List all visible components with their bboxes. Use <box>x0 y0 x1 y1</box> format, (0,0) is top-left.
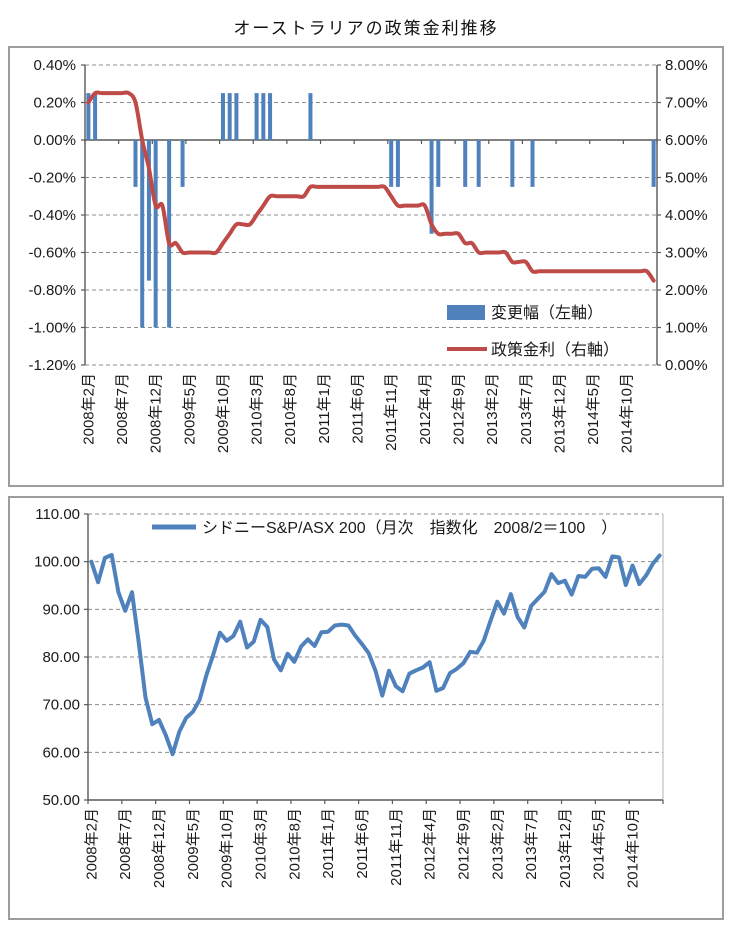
svg-text:2011年6月: 2011年6月 <box>354 808 371 879</box>
svg-text:2014年5月: 2014年5月 <box>585 373 602 445</box>
svg-text:2009年10月: 2009年10月 <box>219 808 236 888</box>
svg-text:2013年2月: 2013年2月 <box>484 373 501 445</box>
svg-text:2014年10月: 2014年10月 <box>619 373 636 453</box>
svg-text:2009年5月: 2009年5月 <box>185 808 202 880</box>
svg-text:2010年8月: 2010年8月 <box>282 373 299 445</box>
svg-text:8.00%: 8.00% <box>665 57 708 74</box>
svg-text:2012年4月: 2012年4月 <box>422 808 439 880</box>
svg-text:政策金利（右軸）: 政策金利（右軸） <box>491 341 619 359</box>
svg-text:5.00%: 5.00% <box>665 170 708 187</box>
svg-text:2009年10月: 2009年10月 <box>215 373 232 453</box>
svg-text:-1.00%: -1.00% <box>28 320 76 337</box>
policy-rate-chart: 0.40% 0.20% 0.00% -0.20% -0.40% -0.60% -0.80% -… <box>8 46 724 487</box>
svg-text:-0.20%: -0.20% <box>28 170 76 187</box>
svg-text:2010年3月: 2010年3月 <box>249 373 266 445</box>
svg-text:90.00: 90.00 <box>42 601 80 618</box>
svg-text:2012年4月: 2012年4月 <box>417 373 434 445</box>
svg-text:0.40%: 0.40% <box>33 57 76 74</box>
svg-text:2010年3月: 2010年3月 <box>253 808 270 880</box>
svg-text:-1.20%: -1.20% <box>28 357 76 374</box>
page-title: オーストラリアの政策金利推移 <box>233 19 499 38</box>
svg-text:7.00%: 7.00% <box>665 95 708 112</box>
svg-text:シドニーS&P/ASX 200（月次 指数化 2008/2＝: シドニーS&P/ASX 200（月次 指数化 2008/2＝100 ） <box>202 519 617 537</box>
svg-text:2013年7月: 2013年7月 <box>523 808 540 880</box>
svg-text:-0.60%: -0.60% <box>28 245 76 262</box>
asx-index-chart: 110.00 100.00 90.00 80.00 70.00 60.00 50.00 200… <box>8 496 724 920</box>
svg-text:110.00: 110.00 <box>35 506 80 523</box>
svg-text:2008年12月: 2008年12月 <box>148 373 165 453</box>
svg-text:2011年1月: 2011年1月 <box>320 808 337 879</box>
svg-text:0.00%: 0.00% <box>665 357 708 374</box>
svg-text:3.00%: 3.00% <box>665 245 708 262</box>
svg-text:50.00: 50.00 <box>42 792 80 809</box>
svg-text:4.00%: 4.00% <box>665 207 708 224</box>
asx-index-chart-canvas: 110.00100.0090.0080.0070.0060.0050.00200… <box>34 506 664 888</box>
svg-text:2013年7月: 2013年7月 <box>518 373 535 445</box>
svg-text:2011年11月: 2011年11月 <box>388 808 405 886</box>
svg-text:2014年5月: 2014年5月 <box>591 808 608 880</box>
svg-text:2014年10月: 2014年10月 <box>625 808 642 888</box>
svg-text:2009年5月: 2009年5月 <box>181 373 198 445</box>
svg-text:2008年7月: 2008年7月 <box>117 808 134 880</box>
svg-text:1.00%: 1.00% <box>665 320 708 337</box>
svg-text:2011年11月: 2011年11月 <box>383 373 400 451</box>
svg-text:60.00: 60.00 <box>42 744 80 761</box>
svg-text:2012年9月: 2012年9月 <box>450 373 467 445</box>
svg-text:0.20%: 0.20% <box>33 95 76 112</box>
svg-text:2008年2月: 2008年2月 <box>80 373 97 445</box>
policy-rate-chart-canvas: 0.40% 0.20% 0.00% -0.20% -0.40% -0.60% -0.80% -… <box>28 57 708 453</box>
svg-text:2013年2月: 2013年2月 <box>489 808 506 880</box>
svg-text:2013年12月: 2013年12月 <box>557 808 574 888</box>
svg-text:80.00: 80.00 <box>42 649 80 666</box>
svg-text:2011年1月: 2011年1月 <box>316 373 333 444</box>
svg-text:-0.80%: -0.80% <box>28 282 76 299</box>
svg-text:2.00%: 2.00% <box>665 282 708 299</box>
svg-text:100.00: 100.00 <box>34 554 80 571</box>
svg-text:2008年12月: 2008年12月 <box>151 808 168 888</box>
svg-text:0.00%: 0.00% <box>33 132 76 149</box>
svg-text:6.00%: 6.00% <box>665 132 708 149</box>
svg-text:2013年12月: 2013年12月 <box>551 373 568 453</box>
svg-text:変更幅（左軸）: 変更幅（左軸） <box>491 304 603 322</box>
svg-text:70.00: 70.00 <box>42 697 80 714</box>
svg-text:2010年8月: 2010年8月 <box>286 808 303 880</box>
svg-text:2012年9月: 2012年9月 <box>455 808 472 880</box>
svg-text:2011年6月: 2011年6月 <box>350 373 367 444</box>
svg-text:2008年7月: 2008年7月 <box>114 373 131 445</box>
svg-text:-0.40%: -0.40% <box>28 207 76 224</box>
svg-text:2008年2月: 2008年2月 <box>83 808 100 880</box>
